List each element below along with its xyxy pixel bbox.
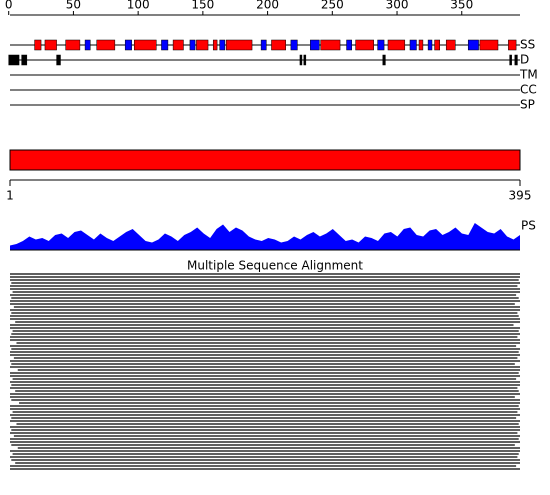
track-label: TM bbox=[519, 68, 538, 82]
helix bbox=[320, 39, 341, 51]
strand bbox=[260, 39, 267, 51]
helix bbox=[434, 39, 440, 51]
disorder bbox=[509, 54, 512, 66]
strand bbox=[377, 39, 385, 51]
helix bbox=[212, 39, 218, 51]
strand bbox=[84, 39, 91, 51]
tick-label: 150 bbox=[191, 0, 214, 12]
helix bbox=[479, 39, 499, 51]
helix bbox=[96, 39, 116, 51]
profile-area bbox=[10, 223, 520, 250]
start-label: 1 bbox=[6, 189, 14, 203]
strand bbox=[124, 39, 132, 51]
helix bbox=[196, 39, 209, 51]
disorder bbox=[21, 54, 28, 66]
tick-label: 50 bbox=[66, 0, 81, 12]
helix bbox=[44, 39, 57, 51]
disorder bbox=[514, 54, 518, 66]
end-label: 395 bbox=[509, 189, 532, 203]
strand bbox=[409, 39, 417, 51]
helix bbox=[34, 39, 42, 51]
helix bbox=[134, 39, 157, 51]
helix bbox=[65, 39, 81, 51]
track-label: D bbox=[520, 53, 529, 67]
helix bbox=[355, 39, 374, 51]
helix bbox=[418, 39, 424, 51]
profile-label: PS bbox=[521, 219, 536, 233]
helix bbox=[445, 39, 456, 51]
track-label: SS bbox=[520, 38, 535, 52]
disorder bbox=[299, 54, 303, 66]
strand bbox=[219, 39, 226, 51]
strand bbox=[290, 39, 298, 51]
helix bbox=[508, 39, 517, 51]
strand bbox=[346, 39, 352, 51]
disorder bbox=[382, 54, 386, 66]
tick-label: 200 bbox=[256, 0, 279, 12]
tick-label: 100 bbox=[127, 0, 150, 12]
msa-title: Multiple Sequence Alignment bbox=[187, 259, 363, 273]
track-label: CC bbox=[520, 83, 537, 97]
tick-label: 350 bbox=[450, 0, 473, 12]
helix bbox=[387, 39, 406, 51]
helix bbox=[271, 39, 286, 51]
strand bbox=[310, 39, 320, 51]
strand bbox=[161, 39, 169, 51]
helix bbox=[225, 39, 253, 51]
disorder bbox=[56, 54, 61, 66]
domain-bar bbox=[9, 149, 521, 171]
disorder bbox=[303, 54, 307, 66]
strand bbox=[427, 39, 433, 51]
tick-label: 250 bbox=[321, 0, 344, 12]
helix bbox=[172, 39, 184, 51]
tick-label: 300 bbox=[386, 0, 409, 12]
tick-label: 0 bbox=[5, 0, 13, 12]
strand bbox=[467, 39, 479, 51]
disorder bbox=[8, 54, 20, 66]
strand bbox=[189, 39, 196, 51]
track-label: SP bbox=[520, 98, 535, 112]
